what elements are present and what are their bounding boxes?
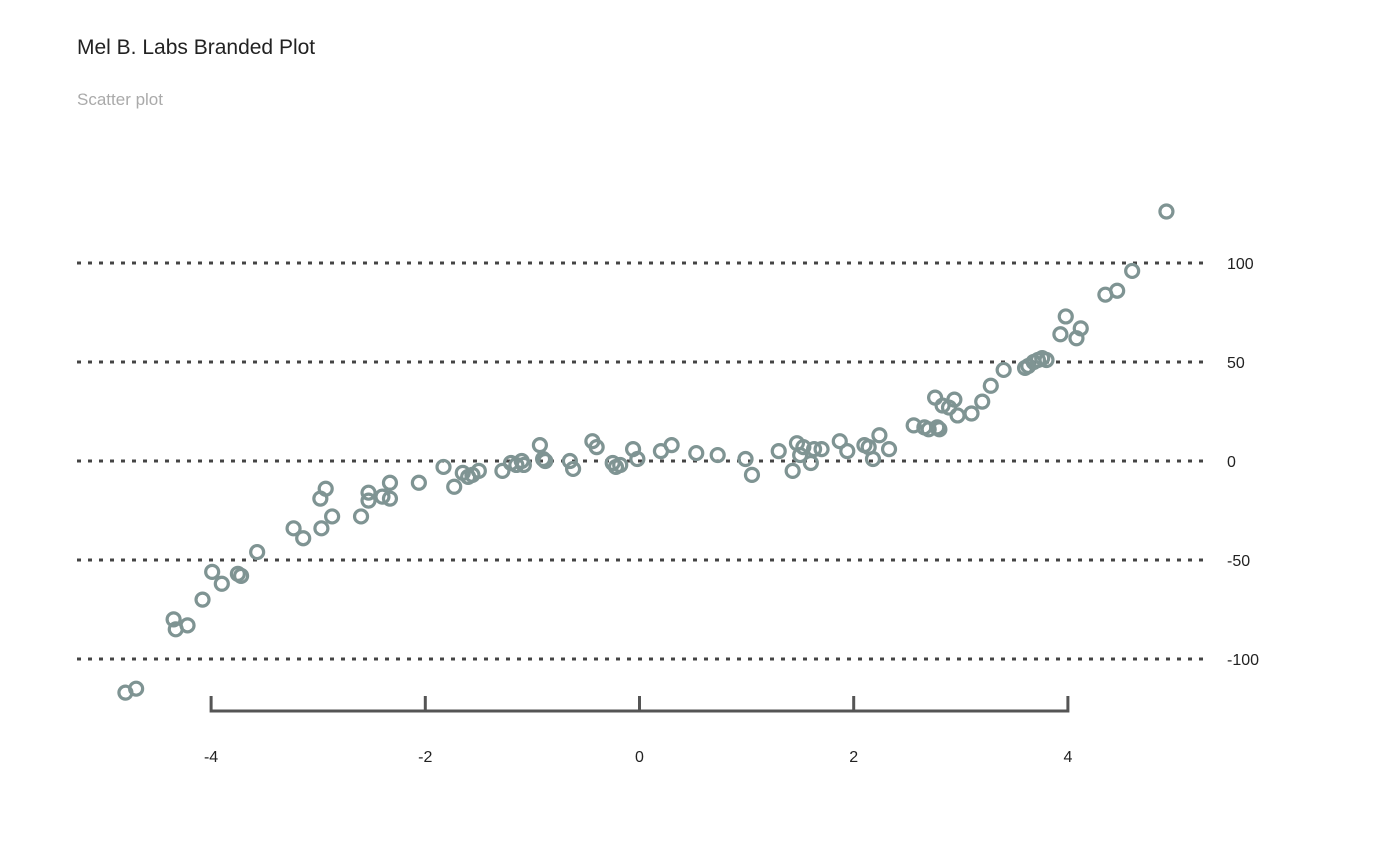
scatter-point [446,478,463,495]
scatter-point [1124,262,1141,280]
scatter-point [946,391,963,408]
scatter-point [743,466,761,483]
scatter-point [931,421,948,438]
scatter-point [410,474,427,491]
y-tick-labels: 100 50 0 -50 -100 [1227,256,1259,669]
scatter-point [949,407,966,424]
scatter-point [831,433,848,450]
scatter-point [352,508,370,525]
scatter-point [285,520,302,537]
scatter-point [564,460,582,478]
scatter-point [313,520,330,537]
scatter-point [805,441,823,458]
y-tick-label: 0 [1227,454,1236,471]
y-tick-label: -100 [1227,652,1259,669]
scatter-point [802,454,819,472]
chart-title: Mel B. Labs Branded Plot [77,36,316,59]
scatter-point [737,450,754,468]
scatter-point [864,450,882,468]
scatter-point [663,437,680,454]
scatter-point [1038,351,1055,369]
scatter-point [813,441,830,458]
scatter-point [470,462,487,479]
y-tick-label: 100 [1227,256,1254,273]
scatter-point [435,458,452,476]
x-tick-label: 2 [849,749,858,766]
scatter-point [1109,282,1126,299]
scatter-point [982,377,999,394]
scatter-point [537,452,554,470]
x-tick-label: 0 [635,749,644,766]
scatter-point [974,393,991,410]
data-points [117,203,1175,701]
scatter-point [194,591,211,608]
scatter-point [795,439,812,456]
x-tick-label: 4 [1063,749,1072,766]
scatter-point [204,563,221,580]
scatter-point [515,456,532,474]
scatter-point [920,421,937,438]
x-tick-label: -4 [204,749,218,766]
scatter-point [1052,326,1069,343]
scatter-point [381,490,399,507]
scatter-point [213,575,230,592]
y-tick-label: -50 [1227,553,1250,570]
scatter-point [770,443,787,460]
y-tick-label: 50 [1227,355,1245,372]
scatter-point [1158,203,1175,220]
scatter-point [531,437,548,454]
scatter-point [995,361,1012,379]
scatter-point [784,462,801,479]
x-tick-labels: -4 -2 0 2 4 [204,749,1072,766]
scatter-point [963,405,980,422]
scatter-point [688,444,705,462]
scatter-point [629,450,646,468]
x-axis [209,696,1070,713]
scatter-point [232,567,250,584]
scatter-point [494,462,511,479]
scatter-point [360,484,377,501]
scatter-point [1057,308,1074,325]
scatter-point [381,474,399,491]
scatter-point [839,443,856,460]
scatter-point [588,439,605,456]
scatter-point [871,427,888,444]
scatter-point [374,488,391,505]
scatter-point [165,611,182,628]
scatter-point [128,680,145,697]
scatter-point [709,446,726,464]
chart-subtitle: Scatter plot [77,90,163,109]
scatter-point [792,446,809,464]
scatter-point [612,456,629,474]
scatter-point [295,530,312,547]
scatter-point [179,617,196,634]
scatter-point [317,480,334,497]
scatter-point [561,452,578,470]
gridlines [77,261,1205,661]
scatter-point [249,543,266,561]
scatter-point [905,417,922,434]
scatter-point [324,508,341,525]
scatter-point [360,492,377,509]
scatter-point [1072,320,1089,337]
scatter-point [880,441,898,458]
scatter-point [926,389,944,406]
x-tick-label: -2 [418,749,432,766]
